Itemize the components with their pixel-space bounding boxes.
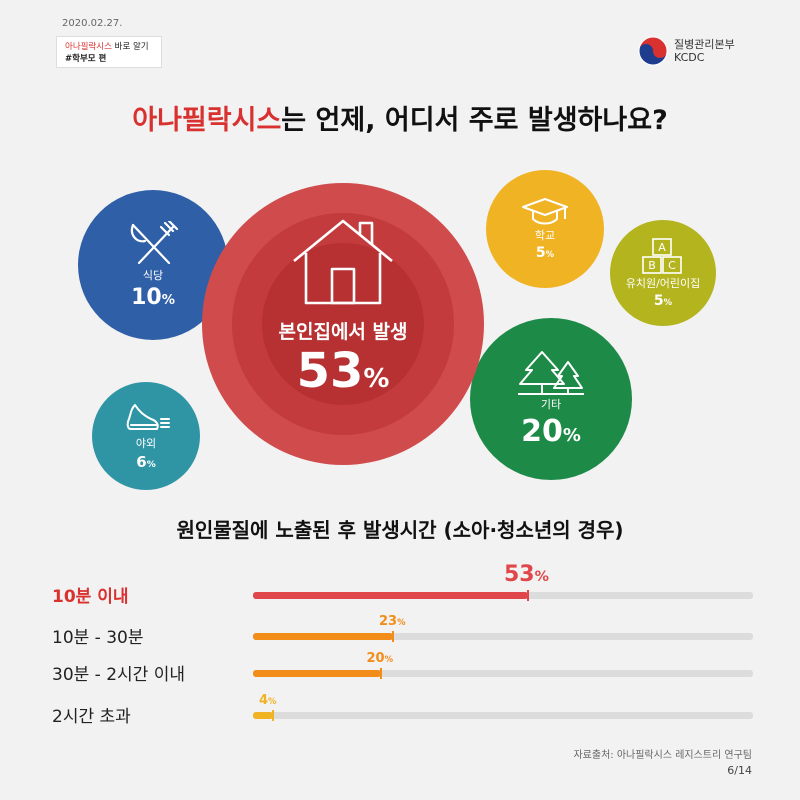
onset-row-value: 4% xyxy=(259,693,277,708)
onset-row: 30분 - 2시간 이내 20% xyxy=(0,651,800,686)
onset-bar-track xyxy=(253,631,753,642)
page-number: 6/14 xyxy=(727,764,752,777)
onset-row: 10분 이내 53% xyxy=(0,562,800,608)
outdoor-value: 6% xyxy=(136,453,156,471)
onset-row-label: 30분 - 2시간 이내 xyxy=(52,665,185,685)
series-tag: 아나필락시스 바로 알기 #학부모 편 xyxy=(56,36,162,68)
source-note: 자료출처: 아나필락시스 레지스트리 연구팀 xyxy=(573,750,752,761)
onset-row-label: 10분 - 30분 xyxy=(52,628,144,648)
restaurant-value: 10% xyxy=(131,284,175,310)
page-title: 아나필락시스는 언제, 어디서 주로 발생하나요? xyxy=(0,98,800,137)
onset-bar-fill xyxy=(253,592,528,599)
bubble-daycare: A B C 유치원/어린이집 5% xyxy=(610,220,716,326)
restaurant-label: 식당 xyxy=(142,268,164,282)
school-value: 5% xyxy=(535,245,555,261)
other-label: 기타 xyxy=(540,397,562,411)
onset-title: 원인물질에 노출된 후 발생시간 (소아·청소년의 경우) xyxy=(176,518,624,542)
series-line2: #학부모 편 xyxy=(65,54,107,64)
onset-row-label: 10분 이내 xyxy=(52,587,129,607)
title-highlight: 아나필락시스 xyxy=(132,105,282,136)
running-shoe-icon xyxy=(126,404,170,430)
onset-bar-end xyxy=(527,590,529,601)
onset-bar-end xyxy=(379,668,382,679)
home-content: 본인집에서 발생 53% xyxy=(202,183,484,465)
abc-blocks-icon: A B C xyxy=(642,238,682,274)
onset-bar-fill xyxy=(253,633,393,640)
graduation-cap-icon xyxy=(522,198,568,225)
org-abbr: KCDC xyxy=(674,51,705,64)
bubble-outdoor: 야외 6% xyxy=(92,382,200,490)
bubble-school: 학교 5% xyxy=(486,170,604,288)
svg-text:A: A xyxy=(658,241,666,254)
bubble-other: 기타 20% xyxy=(470,318,632,480)
onset-bar-track xyxy=(253,710,753,721)
taegeuk-logo-icon xyxy=(638,36,668,66)
title-rest: 는 언제, 어디서 주로 발생하나요? xyxy=(281,105,668,136)
series-prefix: 아나필락시스 xyxy=(65,42,112,52)
kcdc-logo: 질병관리본부 KCDC xyxy=(638,36,735,66)
org-name: 질병관리본부 xyxy=(674,38,735,51)
fork-knife-icon xyxy=(130,220,179,264)
onset-row-label: 2시간 초과 xyxy=(52,707,131,727)
home-label: 본인집에서 발생 xyxy=(278,321,408,343)
house-icon xyxy=(293,219,393,305)
svg-text:B: B xyxy=(648,259,656,272)
onset-bar-end xyxy=(392,631,394,642)
onset-row: 10분 - 30분 23% xyxy=(0,614,800,649)
home-value: 53% xyxy=(296,343,390,399)
onset-row-value: 23% xyxy=(379,614,406,629)
daycare-value: 5% xyxy=(653,293,673,309)
onset-bar-end xyxy=(272,710,274,721)
onset-bar-track xyxy=(253,590,753,601)
onset-row-value: 20% xyxy=(366,651,394,666)
outdoor-label: 야외 xyxy=(135,437,157,450)
daycare-label: 유치원/어린이집 xyxy=(625,277,701,290)
onset-bar-track xyxy=(253,668,753,679)
onset-row-value: 53% xyxy=(504,562,549,587)
onset-bar-fill xyxy=(253,712,273,719)
onset-bar-fill xyxy=(253,670,381,677)
date: 2020.02.27. xyxy=(62,18,123,29)
trees-icon xyxy=(518,350,584,395)
series-suffix: 바로 알기 xyxy=(111,42,149,52)
svg-text:C: C xyxy=(668,259,676,272)
onset-row: 2시간 초과 4% xyxy=(0,693,800,728)
other-value: 20% xyxy=(521,413,581,449)
school-label: 학교 xyxy=(534,229,556,242)
